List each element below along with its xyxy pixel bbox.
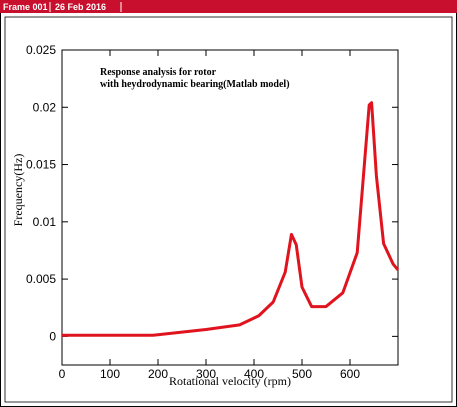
y-tick-label: 0.025 [26,43,56,57]
x-tick-label: 600 [340,367,360,381]
x-axis-label: Rotational velocity (rpm) [169,374,291,388]
date-label: 26 Feb 2016 [55,2,106,12]
plot-area [61,49,399,366]
x-tick-label: 300 [196,367,216,381]
annotation: Response analysis for rotor [100,67,217,78]
x-tick-label: 500 [292,367,312,381]
x-tick-label: 400 [244,367,264,381]
y-tick-label: 0.015 [26,158,56,172]
frame-label: Frame 001 [3,2,48,12]
data-line [62,101,400,337]
y-axis-label: Frequency(Hz) [11,154,25,227]
y-tick-label: 0 [49,329,56,343]
annotation: with heydrodynamic bearing(Matlab model) [100,79,290,90]
x-tick-label: 0 [59,367,66,381]
y-tick-label: 0.01 [33,215,57,229]
inner-frame [4,16,453,403]
frame-header [0,0,457,13]
x-tick-label: 200 [148,367,168,381]
y-tick-label: 0.02 [33,100,57,114]
x-tick-label: 100 [100,367,120,381]
y-tick-label: 0.005 [26,272,56,286]
